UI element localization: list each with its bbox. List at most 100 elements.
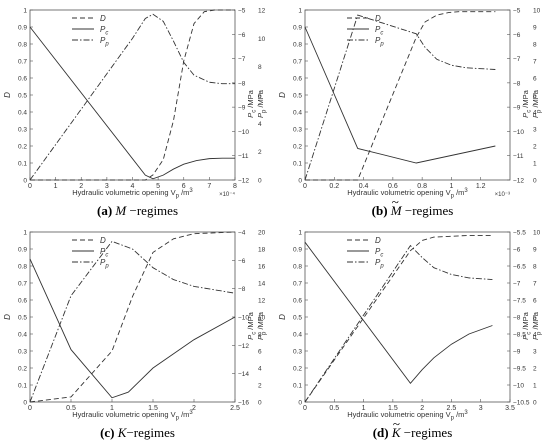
x-multiplier: ×10⁻⁴	[219, 191, 235, 198]
series-line-p-p	[29, 240, 236, 403]
x-tick-label: 2	[192, 405, 196, 412]
x-tick-label: 7	[207, 183, 211, 190]
y-left-tick-label: 0.1	[18, 383, 27, 390]
x-tick-label: 8	[233, 183, 237, 190]
y-left-tick-label: 0.8	[18, 42, 27, 49]
caption-symbol: M ~	[390, 194, 402, 218]
x-axis-label: Hydraulic volumetric opening Vp /m3	[72, 188, 193, 200]
y-right1-tick-label: −5	[513, 8, 521, 15]
plot-frame	[304, 9, 511, 181]
x-tick-label: 4	[131, 183, 135, 190]
y-left-tick-label: 1	[23, 230, 27, 237]
y-right2-tick-label: 8	[258, 332, 262, 339]
y-right2-label: Pp /MPa	[256, 311, 268, 340]
y-right2-tick-label: 20	[258, 230, 266, 237]
y-right1-tick-label: −5.5	[513, 230, 526, 237]
chart-panel-b: 0 0.2 0.4 0.6 0.8 1 1.2 ×10⁻³ Hydraulic volumetr…	[275, 0, 550, 222]
y-right2-tick-label: 16	[258, 264, 266, 271]
chart-caption: (c) K−regimes	[0, 425, 275, 441]
x-tick-label: 0.5	[329, 405, 339, 412]
y-left-tick-label: 0.2	[18, 144, 27, 151]
legend-entry: Pc	[100, 247, 108, 259]
x-tick-label: 3	[479, 405, 483, 412]
y-right1-tick-label: −11	[513, 153, 524, 160]
legend-entry: D	[100, 236, 106, 245]
x-tick-label: 1	[362, 405, 366, 412]
y-right2-tick-label: 3	[533, 127, 537, 134]
y-left-tick-label: 0.2	[18, 366, 27, 373]
caption-symbol: K	[117, 425, 127, 440]
caption-symbol: M	[115, 203, 127, 218]
y-left-tick-label: 0.4	[293, 110, 302, 117]
caption-suffix: −regimes	[126, 425, 175, 440]
y-left-tick-label: 0.7	[18, 59, 27, 66]
y-left-tick-label: 0.2	[293, 366, 302, 373]
legend-entry: Pc	[375, 25, 383, 37]
plot-frame	[29, 9, 236, 181]
y-right1-tick-label: −9	[238, 105, 246, 112]
y-right2-tick-label: 7	[533, 59, 537, 66]
x-tick-label: 1.5	[148, 405, 158, 412]
y-left-tick-label: 0.9	[18, 25, 27, 32]
y-right2-tick-label: 8	[258, 64, 262, 71]
caption-tag: (d)	[372, 425, 389, 440]
y-right2-label: Pp /MPa	[256, 89, 268, 118]
y-right1-tick-label: −8.5	[513, 332, 526, 339]
caption-symbol: K ~	[391, 416, 401, 440]
y-right1-tick-label: −12	[238, 178, 249, 185]
y-left-label: D	[278, 314, 287, 320]
y-right2-tick-label: 7	[533, 281, 537, 288]
y-right1-tick-label: −12	[238, 343, 249, 350]
y-right2-tick-label: 14	[258, 281, 266, 288]
y-left-tick-label: 1	[298, 8, 302, 15]
y-left-tick-label: 0.8	[18, 264, 27, 271]
legend-entry: Pp	[100, 258, 109, 270]
x-multiplier: ×10⁻³	[495, 192, 510, 198]
y-left-tick-label: 0.4	[18, 332, 27, 339]
chart-caption: (a) M −regimes	[0, 203, 275, 219]
y-left-tick-label: 0.5	[293, 315, 302, 322]
y-left-tick-label: 0.9	[293, 25, 302, 32]
y-right2-tick-label: 6	[533, 76, 537, 83]
x-tick-label: 0.4	[359, 183, 369, 190]
y-right1-tick-label: −14	[238, 371, 249, 378]
y-right2-tick-label: 1	[533, 161, 537, 168]
y-left-tick-label: 0.4	[18, 110, 27, 117]
y-right1-tick-label: −6	[513, 247, 521, 254]
y-left-tick-label: 0.3	[293, 127, 302, 134]
series-line-d	[30, 9, 235, 181]
y-right2-tick-label: 12	[258, 8, 266, 15]
x-axis-label: Hydraulic volumetric opening Vp /m3	[347, 410, 468, 422]
legend-entry: Pc	[375, 247, 383, 259]
y-right2-tick-label: 10	[533, 8, 541, 15]
y-right2-tick-label: 8	[533, 42, 537, 49]
series-line-p-p	[29, 13, 235, 181]
y-right1-label: Pc /MPa	[521, 89, 533, 117]
y-left-tick-label: 0.5	[293, 93, 302, 100]
y-right2-tick-label: 0	[258, 178, 262, 185]
chart-panel-d: 0 0.5 1 1.5 2 2.5 3 3.5 Hydraulic volumetric ope…	[275, 222, 550, 444]
y-right2-tick-label: 0	[533, 400, 537, 407]
x-tick-label: 3	[105, 183, 109, 190]
chart-panel-a: 0 1 2 3 4 5 6 7 8 ×10⁻⁴ Hydraulic volumetric openi…	[0, 0, 275, 222]
y-right1-tick-label: −7	[513, 56, 521, 63]
y-right1-tick-label: −7.5	[513, 298, 526, 305]
caption-tag: (c)	[100, 425, 115, 440]
x-tick-label: 5	[156, 183, 160, 190]
y-left-tick-label: 0.8	[293, 264, 302, 271]
y-left-tick-label: 0.6	[293, 298, 302, 305]
x-tick-label: 1.5	[388, 405, 398, 412]
y-right2-tick-label: 10	[258, 36, 266, 43]
y-left-tick-label: 0.8	[293, 42, 302, 49]
x-tick-label: 0.2	[329, 183, 339, 190]
y-right1-tick-label: −6	[238, 32, 246, 39]
y-right2-tick-label: 12	[258, 298, 266, 305]
y-left-tick-label: 0.3	[18, 349, 27, 356]
x-tick-label: 2	[79, 183, 83, 190]
chart-svg: 0 0.5 1 1.5 2 2.5 Hydraulic volumetric opening…	[3, 230, 268, 422]
y-left-tick-label: 0	[23, 178, 27, 185]
y-left-tick-label: 0.1	[293, 161, 302, 168]
caption-suffix: −regimes	[126, 203, 178, 218]
y-left-tick-label: 0.3	[293, 349, 302, 356]
